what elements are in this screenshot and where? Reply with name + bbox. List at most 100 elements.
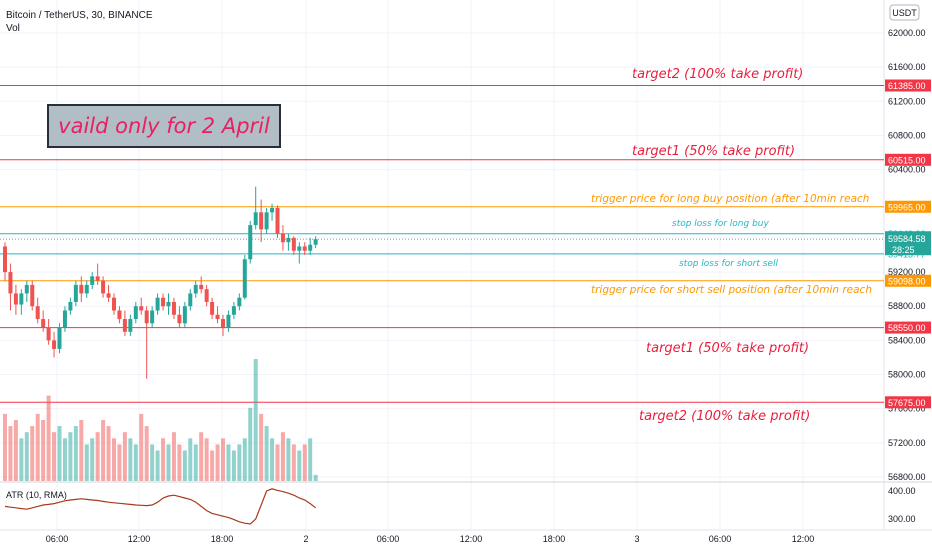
candle-body xyxy=(259,212,264,230)
candle-body xyxy=(188,293,193,307)
time-tick-label: 06:00 xyxy=(377,534,400,544)
volume-legend: Vol xyxy=(6,23,20,34)
price-tick-label: 59200.00 xyxy=(888,267,926,277)
candle-body xyxy=(237,297,242,307)
candle-body xyxy=(253,212,258,226)
volume-bar xyxy=(231,450,236,481)
currency-label: USDT xyxy=(892,8,917,18)
price-tick-label: 58400.00 xyxy=(888,335,926,345)
candle-body xyxy=(199,284,204,290)
volume-bar xyxy=(144,426,149,481)
price-level-tag xyxy=(885,79,931,92)
atr-legend: ATR (10, RMA) xyxy=(6,490,67,500)
volume-bar xyxy=(8,426,13,481)
volume-bar xyxy=(112,438,116,481)
volume-bar xyxy=(150,444,155,481)
candle-body xyxy=(46,327,51,341)
candle-body xyxy=(280,233,285,243)
volume-bar xyxy=(73,426,78,481)
candle-body xyxy=(41,319,46,328)
price-tick-label: 57600.00 xyxy=(888,404,926,414)
volume-bar xyxy=(35,413,40,481)
volume-bar xyxy=(264,426,269,481)
volume-bar xyxy=(275,444,280,481)
annotation-trigger-long: trigger price for long buy position (aft… xyxy=(591,193,869,205)
candle-body xyxy=(231,306,236,315)
candle-body xyxy=(133,306,138,320)
volume-bar xyxy=(215,444,220,481)
price-tick-label: 61200.00 xyxy=(888,96,926,106)
volume-bar xyxy=(161,438,166,481)
candle-body xyxy=(73,284,78,302)
candle-body xyxy=(57,327,62,349)
candle-body xyxy=(90,276,95,285)
volume-bar xyxy=(52,432,57,481)
volume-bar xyxy=(171,432,176,481)
volume-bar xyxy=(237,444,242,481)
volume-bar xyxy=(297,450,302,481)
candle-body xyxy=(193,284,198,294)
candle-body xyxy=(150,310,155,324)
candle-body xyxy=(221,319,225,328)
candle-body xyxy=(171,301,176,315)
volume-bar xyxy=(122,432,127,481)
volume-bar xyxy=(204,438,209,481)
volume-bar xyxy=(182,450,187,481)
volume-bar xyxy=(221,438,225,481)
price-tick-label: 57200.00 xyxy=(888,438,926,448)
price-tick-label: 60400.00 xyxy=(888,165,926,175)
candle-body xyxy=(8,272,13,294)
candle-body xyxy=(248,225,253,260)
volume-bar xyxy=(41,420,46,481)
volume-bar xyxy=(79,420,84,481)
volume-bar xyxy=(24,432,29,481)
volume-bar xyxy=(90,438,95,481)
candle-body xyxy=(291,237,296,251)
candle-body xyxy=(84,284,89,294)
price-level-tag xyxy=(885,200,931,213)
price-level-tag xyxy=(885,153,931,166)
candle-body xyxy=(68,301,73,311)
volume-bar xyxy=(291,444,296,481)
volume-bar xyxy=(101,420,106,481)
candle-body xyxy=(62,310,67,328)
candle-body xyxy=(215,314,220,320)
volume-bar xyxy=(62,438,67,481)
candle-body xyxy=(204,289,209,302)
volume-bar xyxy=(242,438,247,481)
volume-bar xyxy=(193,444,198,481)
candle-body xyxy=(79,284,84,294)
candle-body xyxy=(226,314,231,328)
volume-bar xyxy=(210,450,215,481)
candle-body xyxy=(3,246,7,273)
volume-bar xyxy=(248,407,253,481)
candle-body xyxy=(313,239,318,245)
candle-body xyxy=(161,297,166,307)
annotation-target2-lower: target2 (100% take profit) xyxy=(639,409,810,424)
candle-body xyxy=(308,244,313,251)
volume-bar xyxy=(308,438,313,481)
candle-body xyxy=(302,246,307,251)
volume-bar xyxy=(286,438,291,481)
volume-bar xyxy=(13,420,18,481)
annotation-stop-long: stop loss for long buy xyxy=(672,219,769,229)
candle-body xyxy=(122,319,127,332)
time-tick-label: 12:00 xyxy=(128,534,151,544)
candle-body xyxy=(106,293,111,298)
symbol-title: Bitcoin / TetherUS, 30, BINANCE xyxy=(6,10,153,21)
annotation-target2-upper: target2 (100% take profit) xyxy=(632,67,803,82)
volume-bar xyxy=(166,444,171,481)
candle-body xyxy=(210,301,215,315)
candle-body xyxy=(30,284,35,307)
candle-body xyxy=(117,310,122,320)
time-tick-label: 18:00 xyxy=(543,534,566,544)
volume-bar xyxy=(253,359,258,481)
time-tick-label: 18:00 xyxy=(211,534,234,544)
annotation-stop-short: stop loss for short sell xyxy=(679,259,778,269)
candle-body xyxy=(275,208,280,234)
note-box: vaild only for 2 April xyxy=(47,104,281,148)
volume-bar xyxy=(57,426,62,481)
volume-bar xyxy=(95,432,100,481)
volume-bar xyxy=(280,432,285,481)
